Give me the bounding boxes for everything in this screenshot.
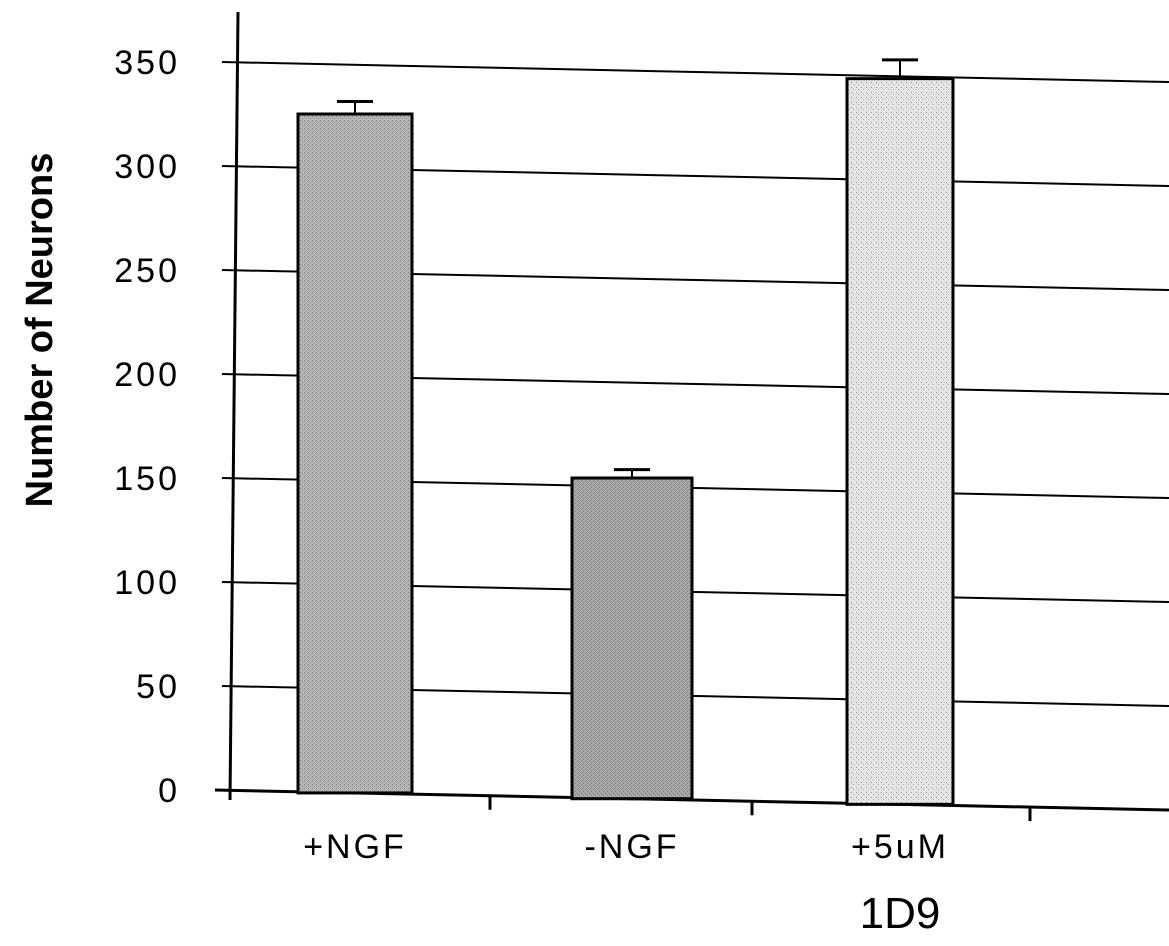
x-category-label: +NGF bbox=[303, 828, 407, 866]
y-tick-label: 0 bbox=[158, 772, 180, 810]
bar bbox=[847, 79, 953, 805]
y-tick-label: 150 bbox=[114, 460, 180, 498]
y-tick-label: 50 bbox=[136, 668, 180, 706]
y-tick-label: 300 bbox=[114, 148, 180, 186]
x-category-label-line2: 1D9 bbox=[860, 889, 941, 938]
y-axis-line bbox=[230, 12, 238, 800]
y-tick-label: 100 bbox=[114, 564, 180, 602]
y-tick-label: 200 bbox=[114, 356, 180, 394]
y-tick-label: 350 bbox=[114, 44, 180, 82]
y-axis-title: Number of Neurons bbox=[19, 153, 61, 508]
x-category-label: -NGF bbox=[584, 828, 679, 866]
gridline bbox=[222, 62, 1169, 82]
y-tick-label: 250 bbox=[114, 252, 180, 290]
bar bbox=[298, 114, 412, 793]
bars bbox=[298, 60, 953, 804]
x-category-label: +5uM bbox=[851, 828, 949, 866]
bar bbox=[572, 478, 692, 799]
